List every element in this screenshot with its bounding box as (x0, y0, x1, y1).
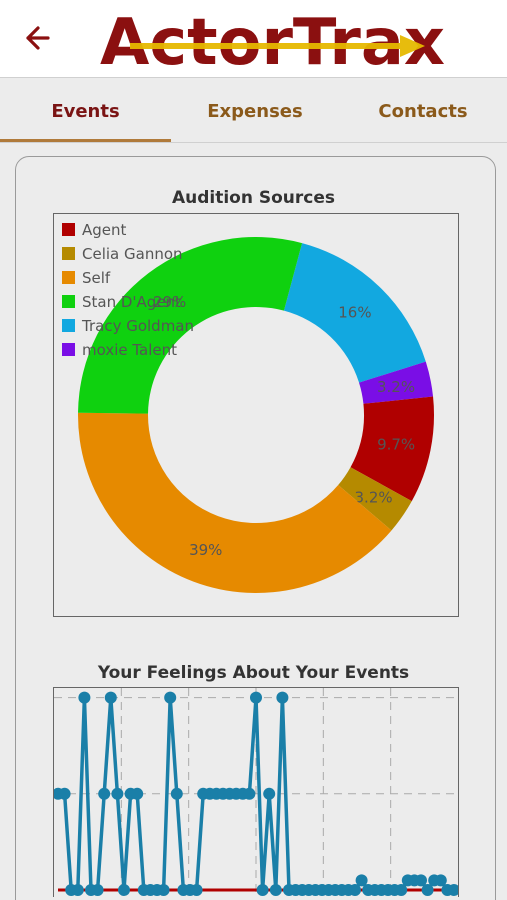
data-point[interactable] (355, 874, 368, 887)
data-point[interactable] (415, 874, 427, 887)
donut-slice-tracy-goldman[interactable] (283, 243, 426, 383)
legend-label: moxie Talent (82, 341, 177, 359)
donut-slice-label: 3.2% (355, 488, 393, 506)
legend-swatch (62, 223, 75, 236)
data-point[interactable] (71, 884, 84, 896)
legend-swatch (62, 247, 75, 260)
legend-label: Tracy Goldman (81, 317, 194, 335)
data-point[interactable] (269, 884, 282, 896)
legend-label: Agent (82, 221, 127, 239)
donut-slice-label: 29% (153, 293, 186, 311)
data-point[interactable] (104, 691, 117, 704)
data-point[interactable] (434, 874, 447, 887)
data-point[interactable] (250, 691, 262, 704)
donut-slice-moxie-talent[interactable] (359, 361, 434, 404)
donut-slice-stan-d-agent[interactable] (78, 237, 303, 414)
data-point[interactable] (98, 787, 111, 800)
data-point[interactable] (58, 787, 71, 800)
audition-sources-chart-frame: 16% 3.2% 9.7% 3.2% 39% 29% Agent Celia Gannon Se… (53, 213, 459, 617)
logo-text: ActorTrax (100, 6, 445, 76)
logo-arrow-shape (130, 35, 425, 57)
data-point[interactable] (164, 691, 177, 704)
donut-slice-label: 39% (189, 541, 222, 559)
legend-label: Celia Gannon (82, 245, 183, 263)
donut-slice-label: 16% (338, 304, 371, 322)
data-point[interactable] (170, 787, 183, 800)
active-tab-indicator (0, 139, 171, 142)
legend-label: Stan D'Agent (82, 293, 181, 311)
audition-sources-chart: 16% 3.2% 9.7% 3.2% 39% 29% Agent Celia Gannon Se… (62, 221, 434, 593)
legend-swatch (62, 295, 75, 308)
data-point[interactable] (118, 884, 130, 896)
data-point[interactable] (263, 787, 276, 800)
data-point[interactable] (421, 884, 434, 896)
feelings-chart-frame (52, 687, 460, 898)
data-point[interactable] (131, 787, 144, 800)
tab-expenses[interactable]: Expenses (207, 100, 303, 122)
legend-label: Self (82, 269, 111, 287)
donut-slice-agent[interactable] (350, 396, 434, 502)
data-point[interactable] (111, 787, 124, 800)
data-point[interactable] (78, 691, 91, 704)
data-point[interactable] (157, 884, 170, 896)
tab-events[interactable]: Events (51, 100, 120, 122)
donut-slice-label: 9.7% (377, 435, 415, 453)
legend-swatch (62, 271, 75, 284)
data-point[interactable] (243, 787, 256, 800)
legend-swatch (62, 319, 75, 332)
actortrax-logo: ActorTrax (100, 2, 450, 80)
data-point[interactable] (256, 884, 269, 896)
app-bar: ActorTrax (0, 0, 507, 80)
data-point[interactable] (349, 884, 361, 896)
tab-contacts[interactable]: Contacts (378, 100, 468, 122)
donut-slice-self[interactable] (77, 412, 392, 593)
data-point[interactable] (190, 884, 203, 896)
data-point[interactable] (448, 884, 460, 896)
logo-graphic: ActorTrax (100, 6, 445, 80)
feelings-chart (52, 688, 460, 898)
feelings-chart-title: Your Feelings About Your Events (97, 663, 410, 683)
donut-slice-label: 3.2% (377, 378, 415, 396)
tab-bar: Events Expenses Contacts (0, 79, 507, 143)
audition-sources-title: Audition Sources (171, 188, 336, 208)
arrow-left-icon (26, 26, 50, 50)
back-button[interactable] (20, 18, 60, 58)
data-point[interactable] (395, 884, 408, 896)
legend-swatch (62, 343, 75, 356)
donut-slice-celia-gannon[interactable] (338, 467, 412, 531)
data-point[interactable] (276, 691, 289, 704)
data-point[interactable] (91, 884, 104, 896)
